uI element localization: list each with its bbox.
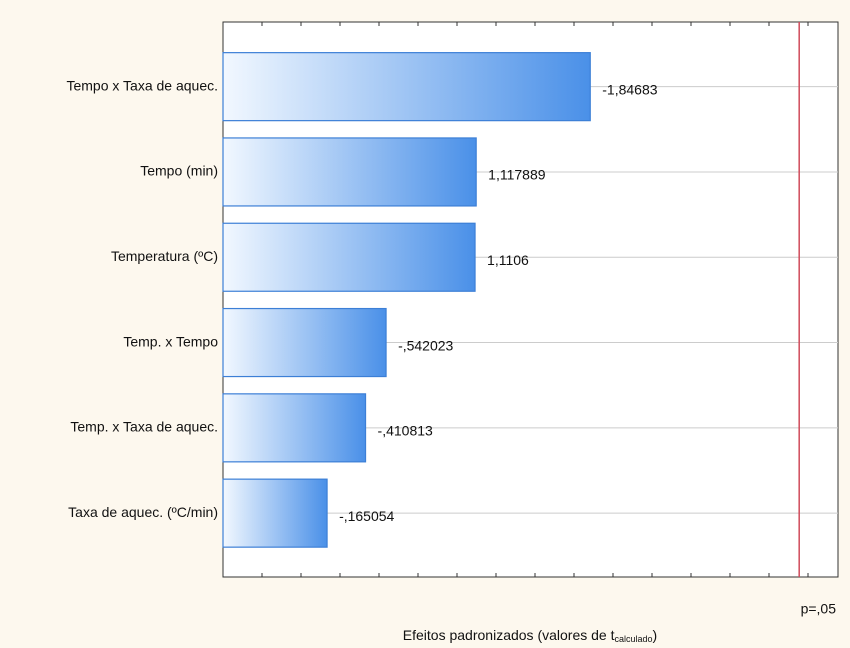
bar (222, 393, 367, 463)
y-tick-label: Temp. x Taxa de aquec. (70, 419, 218, 435)
x-axis-label-end: ) (653, 627, 658, 643)
value-label: 1,117889 (488, 167, 546, 183)
bar (222, 307, 387, 378)
x-axis-label: Efeitos padronizados (valores de tcalcul… (403, 627, 657, 645)
y-tick-label: Tempo x Taxa de aquec. (66, 77, 218, 93)
y-tick-label: Temp. x Tempo (123, 333, 218, 349)
y-tick-label: Taxa de aquec. (ºC/min) (68, 504, 218, 520)
bar (222, 478, 328, 548)
value-label: -,165054 (339, 508, 394, 524)
value-label: -1,84683 (602, 81, 657, 97)
critical-label: p=,05 (801, 601, 837, 617)
bar (222, 52, 591, 122)
bar (222, 222, 476, 292)
value-label: -,410813 (378, 423, 433, 439)
value-label: -,542023 (398, 337, 453, 353)
x-axis-label-sub: calculado (614, 634, 652, 644)
y-tick-label: Temperatura (ºC) (111, 248, 218, 264)
y-tick-label: Tempo (min) (140, 163, 218, 179)
value-label: 1,1106 (487, 252, 529, 268)
x-axis-label-main: Efeitos padronizados (valores de t (403, 627, 615, 643)
bar (222, 137, 477, 207)
